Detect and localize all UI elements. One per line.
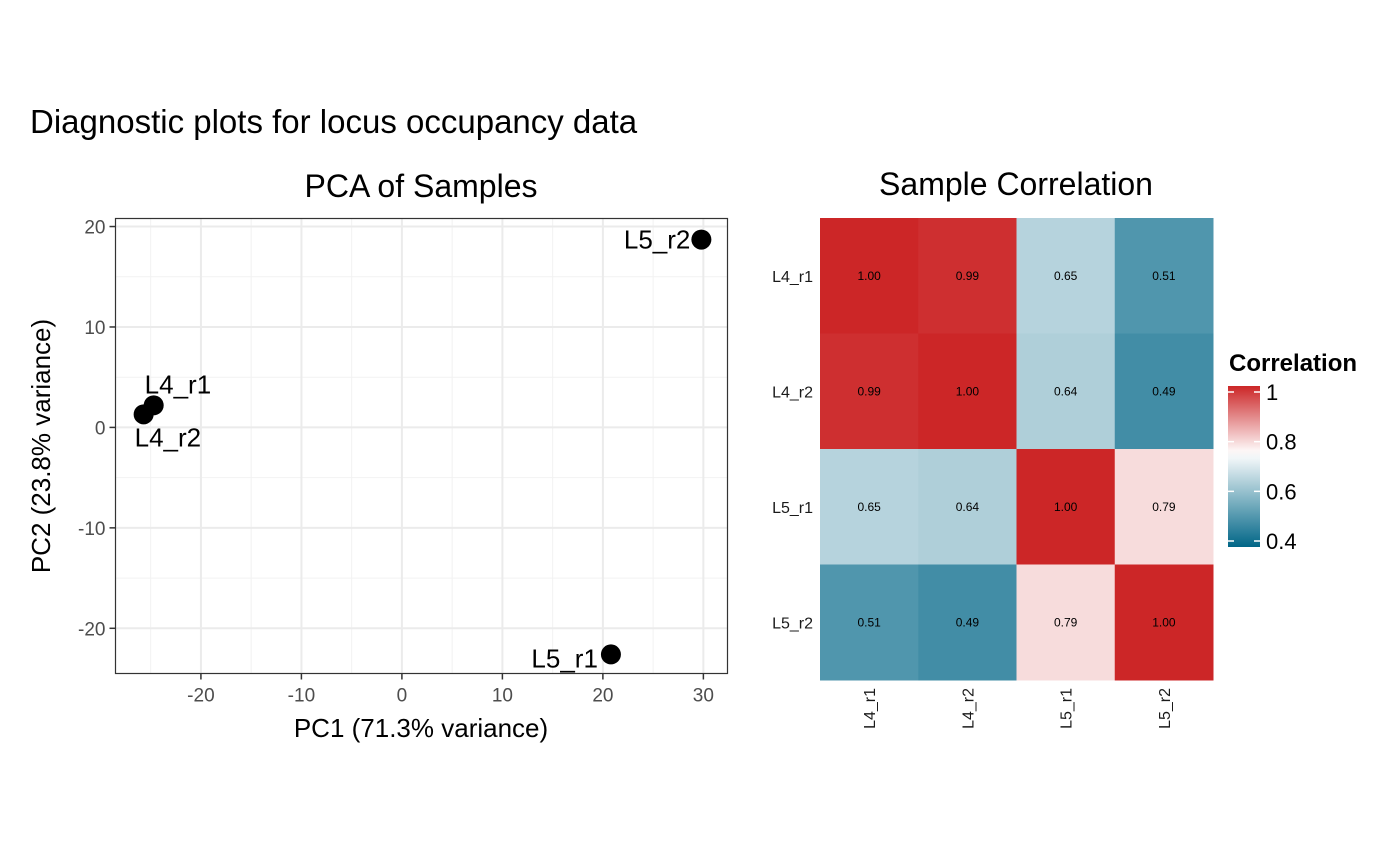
heatmap-row-label: L5_r2 [772,615,813,632]
heatmap-row-label: L4_r1 [772,269,813,286]
pca-x-tick-label: 10 [492,686,513,707]
legend-tick-label: 0.4 [1266,529,1297,554]
heatmap-cell [1016,449,1116,565]
legend-title: Correlation [1229,350,1357,377]
heatmap-cell [1114,449,1214,565]
heatmap-cells: 1.00 0.99 0.65 0.51 0.99 1.00 0.64 0.49 0.65 0.64… [820,218,1214,681]
heatmap-cell [918,449,1017,565]
pca-x-tick-label: 20 [592,686,613,707]
pca-y-tick-label: -20 [78,619,105,640]
heatmap-cell-value: 0.51 [857,615,881,629]
heatmap-cell-value: 1.00 [1054,500,1078,514]
heatmap-cell-value: 0.79 [1054,615,1078,629]
pca-x-tick-label: 30 [693,686,714,707]
pca-y-tick-label: -10 [78,519,105,540]
pca-point [600,644,621,665]
heatmap-col-label: L5_r1 [1059,688,1076,729]
pca-panel-border [114,217,729,675]
heatmap-cell [918,218,1017,334]
heatmap-cell-value: 0.79 [1152,500,1176,514]
heatmap-cell-value: 1.00 [857,269,881,283]
heatmap-cell [820,449,919,565]
heatmap-cell [820,218,919,334]
pca-plot: PCA of Samples -20 -10 0 10 20 30-20-1001020 … [26,168,729,743]
legend-colorbar [1228,386,1260,547]
pca-panel-background [115,218,728,674]
pca-y-tick-label: 10 [84,318,105,339]
heatmap-cell [820,333,919,450]
heatmap-row-label: L4_r2 [772,384,813,401]
heatmap-cell-value: 0.49 [1152,384,1176,398]
legend-tick-label: 0.8 [1266,430,1297,455]
legend-ticks: 1 0.8 0.6 0.4 [1228,380,1297,554]
figure-title: Diagnostic plots for locus occupancy dat… [30,103,638,140]
heatmap-cell [1114,218,1214,334]
pca-points: L4_r1 L4_r2 L5_r1 L5_r2 [133,225,712,673]
heatmap-cell-value: 0.99 [857,384,881,398]
pca-y-axis-title: PC2 (23.8% variance) [26,319,56,573]
heatmap-cell [1016,218,1116,334]
pca-point [133,404,154,425]
heatmap-cell [1016,333,1116,450]
legend-tick-label: 1 [1266,380,1278,405]
heatmap-axis-labels: L4_r1 L4_r2 L5_r1 L5_r2 L4_r1 L4_r2 L5_r1 L5_r2 [772,269,1174,729]
heatmap-cell-value: 1.00 [956,384,980,398]
heatmap-cell [820,564,919,681]
legend-tick-label: 0.6 [1266,479,1297,504]
heatmap-cell-value: 0.51 [1152,269,1176,283]
pca-y-tick-label: 20 [84,218,105,239]
pca-title: PCA of Samples [305,168,538,204]
correlation-heatmap: Sample Correlation 1.00 0.99 0.65 0.510.99 1… [772,166,1214,729]
pca-point-label: L5_r2 [624,225,691,255]
pca-axis-ticks: -20 -10 0 10 20 30 -20 -10 0 10 20 [78,218,714,707]
pca-x-tick-label: -20 [187,686,214,707]
correlation-legend: Correlation 1 0.8 0.6 0.4 [1228,350,1357,554]
pca-grid [115,218,728,674]
heatmap-col-label: L4_r1 [862,688,879,729]
pca-x-axis-title: PC1 (71.3% variance) [294,713,548,743]
heatmap-cell [918,564,1017,681]
heatmap-cell-value: 0.99 [956,269,980,283]
heatmap-cell-value: 0.65 [857,500,881,514]
heatmap-cell [918,333,1017,450]
pca-point-label: L4_r2 [135,422,202,452]
pca-y-tick-label: 0 [95,418,106,439]
heatmap-title: Sample Correlation [879,166,1153,202]
pca-x-tick-label: 0 [397,686,408,707]
heatmap-cell-value: 0.49 [956,615,980,629]
pca-point [691,229,712,250]
heatmap-cell-value: 0.64 [956,500,980,514]
heatmap-cell-value: 1.00 [1152,615,1176,629]
heatmap-cell-value: 0.65 [1054,269,1078,283]
heatmap-cell [1016,564,1116,681]
heatmap-cell [1114,333,1214,450]
pca-point-label: L5_r1 [531,643,598,673]
pca-x-tick-label: -10 [288,686,315,707]
pca-point-label: L4_r1 [145,369,212,399]
heatmap-row-label: L5_r1 [772,500,813,517]
heatmap-col-label: L4_r2 [960,688,977,729]
heatmap-cell-value: 0.64 [1054,384,1078,398]
heatmap-cell [1114,564,1214,681]
heatmap-col-label: L5_r2 [1157,688,1174,729]
